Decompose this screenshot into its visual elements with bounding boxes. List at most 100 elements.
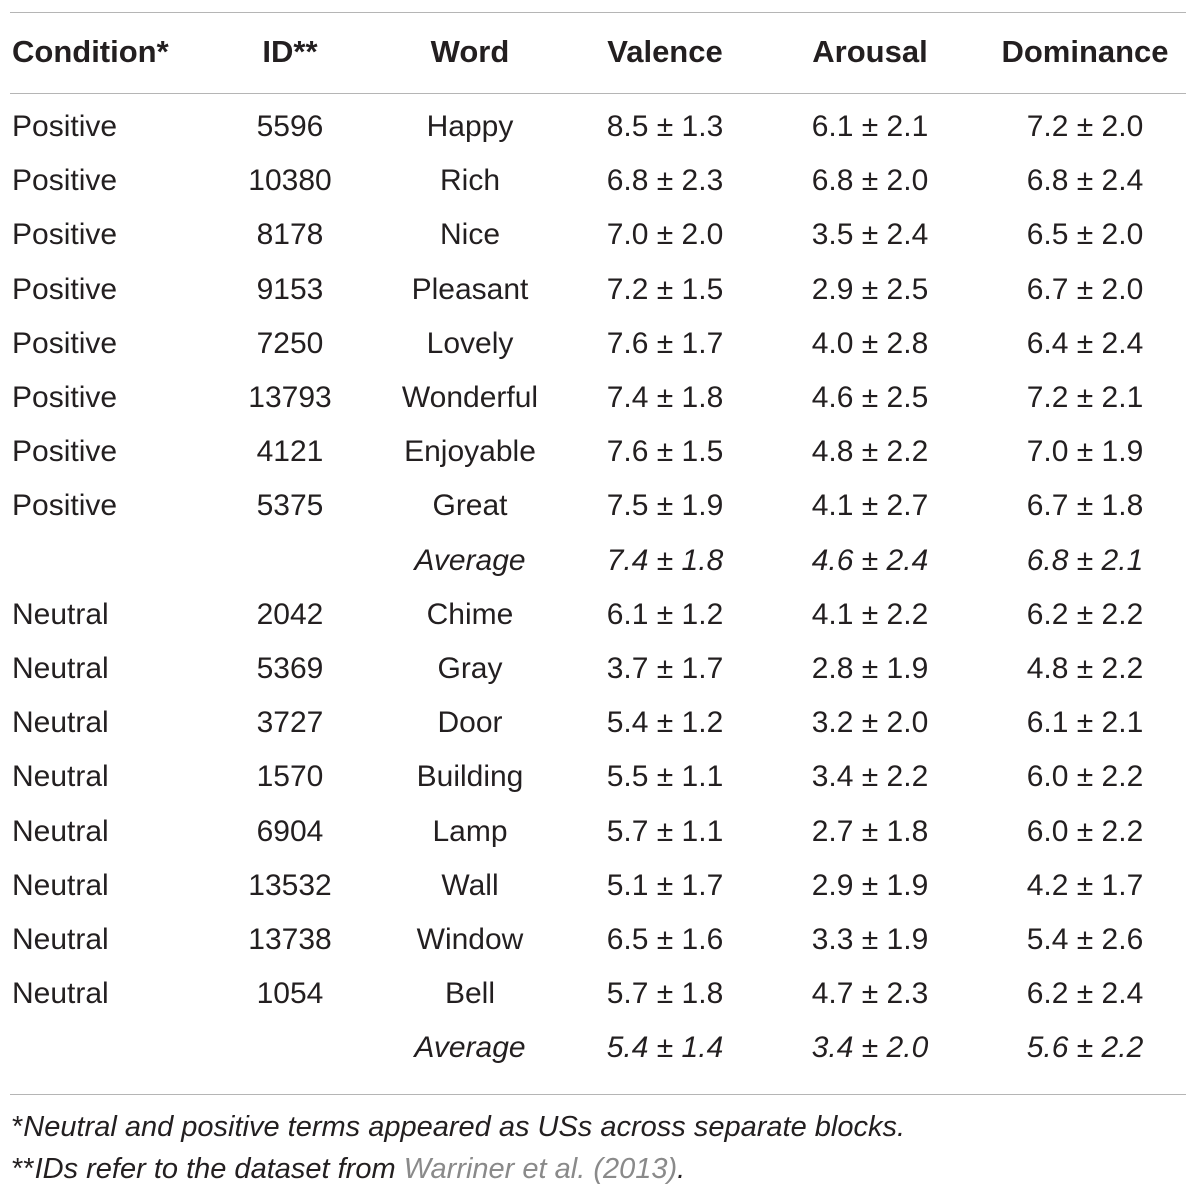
cell-arousal: 2.7 ± 1.8 — [811, 814, 929, 848]
cell-valence: 7.6 ± 1.5 — [606, 435, 724, 469]
cell-word: Average — [414, 543, 526, 577]
cell-id: 2042 — [256, 597, 324, 631]
cell-valence: 6.5 ± 1.6 — [606, 922, 724, 956]
cell-dominance: 6.7 ± 2.0 — [1026, 272, 1144, 306]
cell-id: 13793 — [248, 381, 332, 415]
cell-arousal: 6.8 ± 2.0 — [811, 164, 929, 198]
cell-condition — [0, 534, 200, 588]
cell-dominance: 6.0 ± 2.2 — [1026, 760, 1144, 794]
cell-id: 5375 — [256, 489, 324, 523]
table-bottom-rule — [10, 1094, 1186, 1095]
cell-valence: 5.4 ± 1.2 — [606, 706, 724, 740]
cell-id: 13532 — [248, 868, 332, 902]
cell-arousal: 3.4 ± 2.2 — [811, 760, 929, 794]
cell-dominance: 6.1 ± 2.1 — [1026, 706, 1144, 740]
cell-valence: 3.7 ± 1.7 — [606, 651, 724, 685]
footnote-2-end: . — [677, 1153, 686, 1185]
cell-arousal: 3.4 ± 2.0 — [811, 1031, 929, 1065]
cell-condition: Positive — [12, 218, 118, 252]
average-row: Average 5.4 ± 1.4 3.4 ± 2.0 5.6 ± 2.2 — [0, 1021, 1200, 1075]
cell-dominance: 7.2 ± 2.1 — [1026, 381, 1144, 415]
cell-dominance: 6.5 ± 2.0 — [1026, 218, 1144, 252]
cell-dominance: 6.8 ± 2.4 — [1026, 164, 1144, 198]
header-word: Word — [430, 34, 510, 69]
cell-condition: Positive — [12, 110, 118, 144]
cell-word: Wall — [441, 868, 499, 902]
cell-dominance: 6.7 ± 1.8 — [1026, 489, 1144, 523]
cell-dominance: 6.4 ± 2.4 — [1026, 326, 1144, 360]
footnote-1-mark: * — [12, 1111, 24, 1143]
table-row: Neutral 13738 Window 6.5 ± 1.6 3.3 ± 1.9 5.4 … — [0, 913, 1200, 967]
cell-condition: Neutral — [12, 814, 109, 848]
cell-dominance: 4.8 ± 2.2 — [1026, 651, 1144, 685]
cell-valence: 7.4 ± 1.8 — [606, 543, 724, 577]
cell-valence: 7.5 ± 1.9 — [606, 489, 724, 523]
cell-word: Lamp — [432, 814, 508, 848]
cell-condition: Positive — [12, 435, 118, 469]
table-row: Neutral 1570 Building 5.5 ± 1.1 3.4 ± 2.2 6.0… — [0, 750, 1200, 804]
cell-dominance: 6.0 ± 2.2 — [1026, 814, 1144, 848]
cell-condition: Positive — [12, 272, 118, 306]
cell-id: 13738 — [248, 922, 332, 956]
cell-valence: 5.7 ± 1.8 — [606, 977, 724, 1011]
cell-condition: Neutral — [12, 651, 109, 685]
cell-id: 5369 — [256, 651, 324, 685]
cell-arousal: 4.0 ± 2.8 — [811, 326, 929, 360]
cell-arousal: 4.8 ± 2.2 — [811, 435, 929, 469]
cell-condition: Neutral — [12, 706, 109, 740]
cell-id — [200, 534, 380, 588]
cell-condition: Neutral — [12, 760, 109, 794]
header-valence: Valence — [607, 34, 723, 69]
cell-arousal: 3.3 ± 1.9 — [811, 922, 929, 956]
footnote-1-text: Neutral and positive terms appeared as U… — [23, 1111, 906, 1143]
table-row: Positive 8178 Nice 7.0 ± 2.0 3.5 ± 2.4 6.5 ± … — [0, 208, 1200, 262]
cell-word: Enjoyable — [404, 435, 536, 469]
table-body: Positive 5596 Happy 8.5 ± 1.3 6.1 ± 2.1 7.2 ±… — [0, 100, 1200, 1075]
header-dominance: Dominance — [1001, 34, 1169, 69]
cell-valence: 5.7 ± 1.1 — [606, 814, 724, 848]
footnote-2-mark: ** — [12, 1153, 35, 1185]
cell-valence: 6.8 ± 2.3 — [606, 164, 724, 198]
cell-word: Bell — [444, 977, 496, 1011]
table-row: Neutral 3727 Door 5.4 ± 1.2 3.2 ± 2.0 6.1 ± 2… — [0, 696, 1200, 750]
cell-word: Happy — [426, 110, 514, 144]
table-row: Neutral 5369 Gray 3.7 ± 1.7 2.8 ± 1.9 4.8 ± 2… — [0, 642, 1200, 696]
table-row: Positive 4121 Enjoyable 7.6 ± 1.5 4.8 ± 2.2 7… — [0, 425, 1200, 479]
cell-arousal: 4.7 ± 2.3 — [811, 977, 929, 1011]
footnote-1: *Neutral and positive terms appeared as … — [12, 1106, 905, 1148]
cell-word: Door — [437, 706, 503, 740]
table-row: Positive 5375 Great 7.5 ± 1.9 4.1 ± 2.7 6.7 ±… — [0, 479, 1200, 533]
cell-arousal: 6.1 ± 2.1 — [811, 110, 929, 144]
cell-arousal: 4.1 ± 2.2 — [811, 597, 929, 631]
cell-valence: 5.4 ± 1.4 — [606, 1031, 724, 1065]
cell-condition: Neutral — [12, 597, 109, 631]
table-header-rule — [10, 93, 1186, 94]
cell-valence: 8.5 ± 1.3 — [606, 110, 724, 144]
cell-id: 10380 — [248, 164, 332, 198]
cell-id: 9153 — [256, 272, 324, 306]
cell-word: Pleasant — [411, 272, 529, 306]
cell-word: Nice — [439, 218, 500, 252]
table-row: Neutral 6904 Lamp 5.7 ± 1.1 2.7 ± 1.8 6.0 ± 2… — [0, 804, 1200, 858]
cell-arousal: 2.9 ± 1.9 — [811, 868, 929, 902]
cell-condition: Positive — [12, 489, 118, 523]
cell-condition — [0, 1021, 200, 1075]
citation-link[interactable]: Warriner et al. (2013) — [403, 1153, 678, 1185]
header-id: ID** — [262, 34, 318, 69]
cell-id: 1054 — [256, 977, 324, 1011]
cell-dominance: 6.2 ± 2.4 — [1026, 977, 1144, 1011]
footnote-2-text: IDs refer to the dataset from — [34, 1153, 404, 1185]
cell-word: Great — [432, 489, 508, 523]
cell-word: Building — [416, 760, 524, 794]
cell-word: Window — [416, 922, 524, 956]
cell-id: 4121 — [256, 435, 324, 469]
cell-id: 8178 — [256, 218, 324, 252]
cell-valence: 7.4 ± 1.8 — [606, 381, 724, 415]
cell-arousal: 3.5 ± 2.4 — [811, 218, 929, 252]
cell-valence: 7.6 ± 1.7 — [606, 326, 724, 360]
cell-id: 5596 — [256, 110, 324, 144]
cell-dominance: 6.2 ± 2.2 — [1026, 597, 1144, 631]
cell-id: 7250 — [256, 326, 324, 360]
cell-arousal: 2.8 ± 1.9 — [811, 651, 929, 685]
cell-condition: Neutral — [12, 922, 109, 956]
